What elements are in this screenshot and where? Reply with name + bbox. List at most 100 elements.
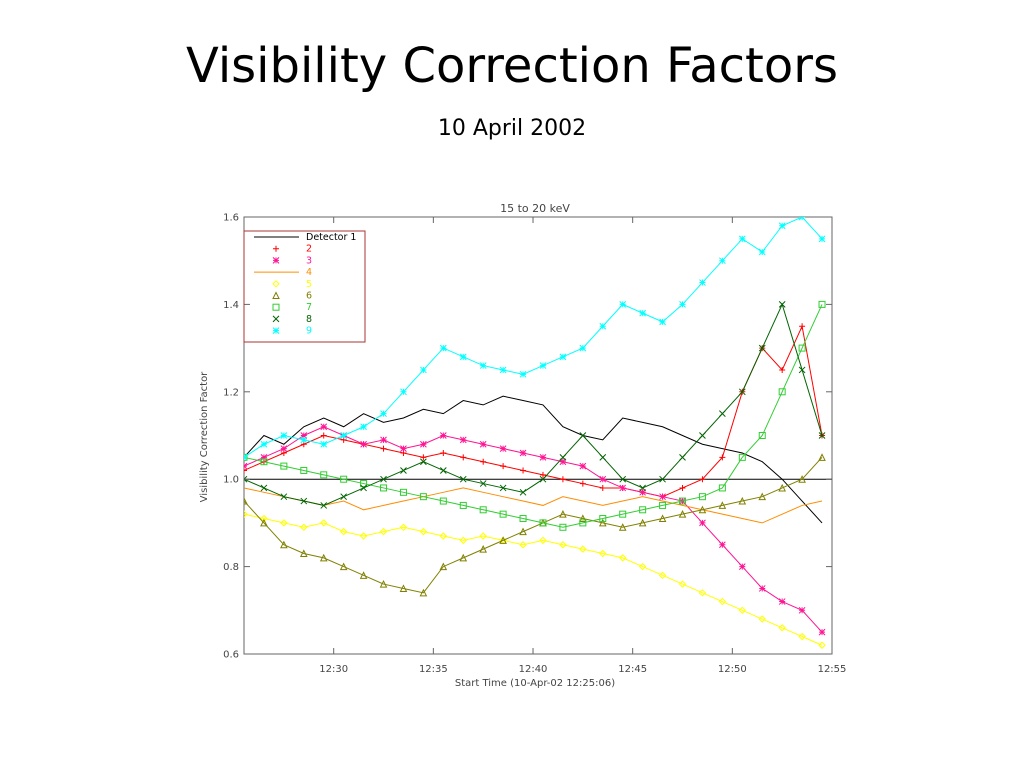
legend-item: 9: [272, 326, 312, 337]
data-point: [479, 440, 487, 448]
data-point: [380, 436, 387, 444]
data-point: [779, 366, 786, 373]
data-point: [579, 432, 587, 439]
data-point: [778, 222, 786, 230]
data-point: [619, 554, 627, 562]
data-point: [639, 309, 646, 317]
data-point: [420, 458, 427, 466]
data-point: [244, 510, 248, 518]
data-point: [520, 467, 527, 474]
data-point: [798, 217, 806, 221]
data-point: [360, 484, 367, 492]
data-point: [280, 519, 288, 527]
data-point: [599, 484, 606, 491]
data-point: [340, 493, 348, 501]
data-point: [738, 606, 747, 615]
data-point: [320, 423, 328, 431]
data-point: [638, 518, 647, 527]
data-point: [244, 475, 248, 483]
data-point: [539, 471, 546, 478]
data-point: [420, 366, 427, 374]
data-point: [638, 562, 647, 571]
data-point: [818, 453, 826, 461]
legend-item: 6: [272, 291, 312, 302]
x-tick-label: 12:40: [519, 664, 548, 675]
series-1: [244, 395, 823, 524]
data-point: [479, 506, 487, 514]
data-point: [519, 370, 527, 378]
data-point: [479, 480, 487, 487]
x-tick-label: 12:35: [419, 664, 448, 675]
data-point: [559, 510, 567, 518]
data-point: [359, 571, 368, 579]
data-point: [719, 410, 726, 418]
series-line: [244, 487, 823, 524]
data-point: [439, 562, 448, 571]
data-point: [319, 553, 328, 562]
data-point: [359, 532, 368, 540]
data-point: [539, 362, 547, 369]
data-point: [419, 527, 428, 536]
data-point: [699, 476, 706, 483]
data-point: [539, 475, 547, 483]
data-point: [519, 488, 527, 496]
series-line: [244, 324, 823, 498]
data-point: [598, 518, 607, 527]
series-6: [244, 453, 826, 597]
series-line: [244, 302, 823, 506]
data-point: [639, 484, 646, 492]
data-point: [678, 580, 687, 588]
data-point: [459, 475, 467, 483]
data-point: [300, 436, 308, 444]
data-point: [479, 362, 487, 369]
data-point: [479, 532, 487, 540]
legend-item: 2: [273, 244, 312, 255]
data-point: [619, 510, 627, 518]
legend-swatch: [272, 327, 280, 334]
data-point: [659, 493, 666, 501]
data-point: [420, 440, 427, 448]
data-point: [280, 462, 288, 470]
legend-item: 7: [272, 302, 312, 313]
data-point: [499, 445, 507, 452]
data-point: [758, 615, 766, 623]
slide-title: Visibility Correction Factors: [186, 38, 838, 94]
data-point: [400, 467, 407, 474]
data-point: [300, 466, 308, 474]
data-point: [579, 545, 587, 553]
data-point: [244, 462, 248, 470]
series-group: [244, 217, 826, 649]
data-point: [320, 502, 328, 509]
data-point: [439, 344, 447, 352]
data-point: [699, 519, 706, 527]
data-point: [719, 454, 726, 461]
data-point: [519, 449, 527, 457]
y-axis-label: Visibility Correction Factor: [199, 371, 210, 502]
data-point: [280, 432, 288, 439]
data-point: [380, 445, 387, 452]
data-point: [299, 549, 308, 557]
data-point: [758, 585, 766, 592]
data-point: [439, 467, 447, 474]
data-point: [480, 458, 487, 465]
data-point: [758, 344, 766, 352]
y-tick-label: 0.6: [223, 650, 239, 661]
data-point: [380, 475, 387, 483]
data-point: [678, 510, 687, 518]
data-point: [440, 449, 447, 456]
data-point: [260, 458, 268, 466]
data-point: [260, 484, 268, 492]
data-point: [559, 541, 567, 549]
data-point: [339, 527, 348, 536]
data-point: [699, 279, 706, 286]
series-line: [244, 217, 823, 458]
data-point: [459, 536, 467, 545]
data-point: [559, 476, 566, 483]
data-point: [679, 453, 686, 461]
data-point: [818, 235, 826, 243]
data-point: [400, 388, 407, 396]
data-point: [320, 432, 327, 439]
series-3: [244, 423, 826, 636]
data-point: [618, 523, 627, 531]
